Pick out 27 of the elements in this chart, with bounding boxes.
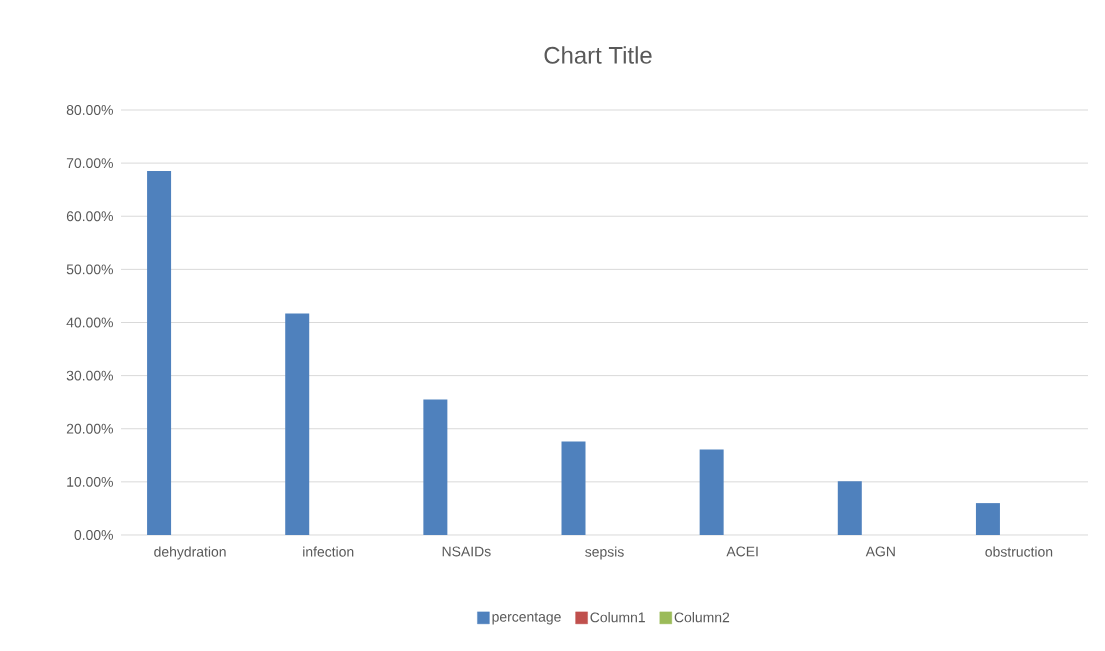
x-tick-label: ACEI <box>726 546 758 557</box>
y-tick-label: 30.00% <box>66 370 113 381</box>
y-tick-label: 60.00% <box>66 211 113 222</box>
y-tick-label: 70.00% <box>66 158 113 169</box>
y-tick-label: 40.00% <box>66 317 113 328</box>
bar <box>423 399 448 535</box>
bar <box>837 481 862 535</box>
x-tick-label: dehydration <box>154 546 226 560</box>
y-tick-label: 10.00% <box>67 476 113 487</box>
y-tick-label: 50.00% <box>66 264 113 275</box>
bar <box>285 313 310 535</box>
bar <box>699 449 724 535</box>
y-tick-label: 80.00% <box>66 105 113 115</box>
y-tick-label: 20.00% <box>66 423 113 434</box>
x-tick-label: obstruction <box>985 546 1053 557</box>
legend-label: percentage <box>492 612 561 625</box>
legend-label: Column1 <box>590 612 645 623</box>
x-tick-label: AGN <box>865 546 895 557</box>
x-tick-label: infection <box>303 546 354 557</box>
bar <box>975 503 1000 535</box>
chart-title: Chart Title <box>544 46 652 64</box>
legend-label: Column2 <box>674 612 730 623</box>
bar <box>147 171 172 535</box>
bar <box>561 441 586 535</box>
x-tick-label: NSAIDs <box>442 546 491 557</box>
y-tick-label: 0.00% <box>74 530 113 540</box>
x-tick-label: sepsis <box>585 546 624 560</box>
